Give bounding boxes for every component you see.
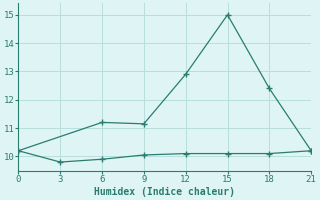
X-axis label: Humidex (Indice chaleur): Humidex (Indice chaleur)	[94, 186, 235, 197]
